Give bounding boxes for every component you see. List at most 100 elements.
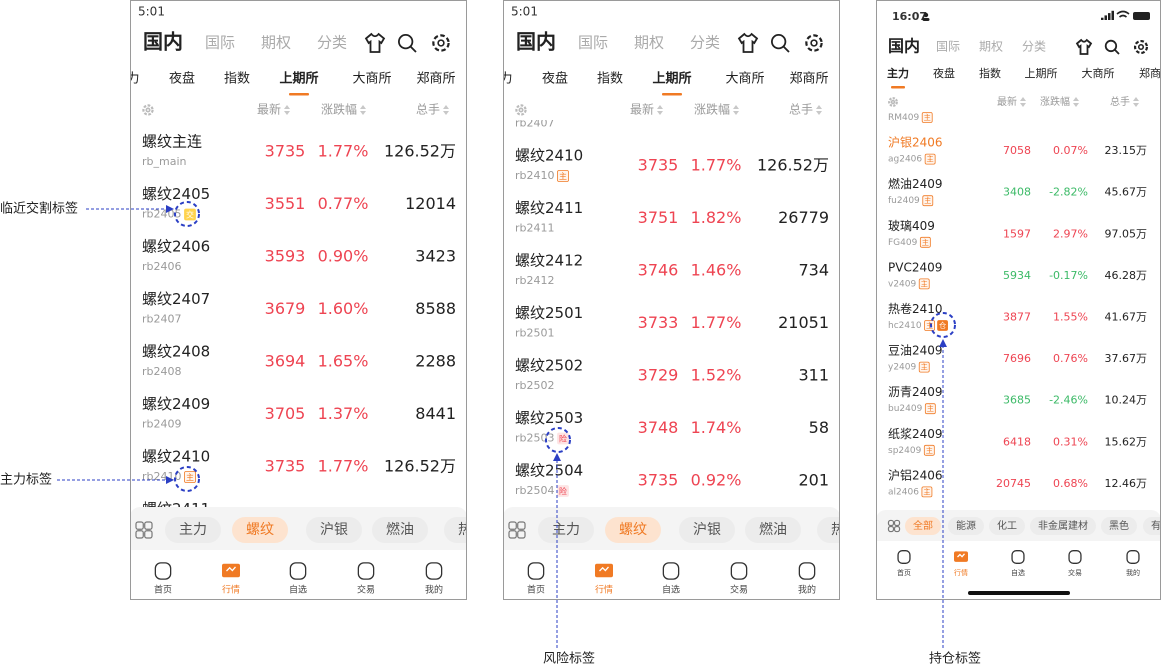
column-header[interactable]: 涨跌幅 xyxy=(694,102,730,117)
chip-label[interactable]: 有 xyxy=(1151,519,1161,532)
contract-name[interactable]: 螺纹2411 xyxy=(515,199,583,217)
search-icon[interactable] xyxy=(1104,39,1118,53)
chip[interactable] xyxy=(165,517,221,543)
contract-name[interactable]: 螺纹2504 xyxy=(515,462,583,480)
contract-name[interactable]: 螺纹2411 xyxy=(142,500,210,518)
chip[interactable] xyxy=(1030,517,1096,535)
settings-icon[interactable] xyxy=(888,97,898,107)
column-header[interactable]: 总手 xyxy=(1110,95,1130,108)
nav-label[interactable]: 交易 xyxy=(730,584,748,596)
nav-label[interactable]: 我的 xyxy=(798,584,816,596)
contract-name[interactable]: 豆油2409 xyxy=(888,344,943,358)
chip-label[interactable]: 沪银 xyxy=(693,522,721,538)
shirt-icon[interactable] xyxy=(1075,38,1093,55)
nav-label[interactable]: 首页 xyxy=(154,584,172,596)
sub-tab[interactable]: 夜盘 xyxy=(933,66,955,80)
chip[interactable] xyxy=(605,517,661,543)
chip-label[interactable]: 沪银 xyxy=(320,522,348,538)
grid-icon[interactable] xyxy=(517,530,526,539)
chip[interactable] xyxy=(1143,517,1162,535)
sub-tab[interactable]: 指数 xyxy=(597,72,623,87)
grid-icon[interactable] xyxy=(135,521,144,530)
top-tab[interactable]: 期权 xyxy=(634,34,664,52)
column-header[interactable]: 总手 xyxy=(789,103,813,117)
sub-tab[interactable]: 夜盘 xyxy=(542,71,568,87)
grid-icon[interactable] xyxy=(887,525,895,533)
nav-icon[interactable] xyxy=(1068,550,1082,564)
chip-label[interactable]: 主力 xyxy=(552,522,580,538)
sub-tab[interactable]: 上期所 xyxy=(652,71,691,87)
chip-label[interactable]: 热卷 xyxy=(831,522,859,538)
sub-tab[interactable]: 郑商 xyxy=(1139,66,1161,80)
top-tab[interactable]: 国际 xyxy=(205,34,235,52)
contract-name[interactable]: 螺纹2502 xyxy=(515,357,583,375)
top-tab[interactable]: 期权 xyxy=(979,40,1003,54)
nav-icon[interactable] xyxy=(222,563,240,578)
search-icon[interactable] xyxy=(771,34,787,50)
top-tab[interactable]: 国内 xyxy=(143,30,183,54)
chip[interactable] xyxy=(905,517,941,535)
chip-label[interactable]: 非金属建材 xyxy=(1038,519,1088,532)
chip[interactable] xyxy=(372,517,428,543)
nav-label[interactable]: 首页 xyxy=(897,568,911,577)
chip[interactable] xyxy=(444,517,500,543)
chip-label[interactable]: 螺纹 xyxy=(619,522,647,538)
shirt-icon[interactable] xyxy=(364,32,386,53)
nav-label[interactable]: 行情 xyxy=(222,584,240,596)
nav-label[interactable]: 自选 xyxy=(662,584,680,596)
grid-icon[interactable] xyxy=(893,519,901,527)
grid-icon[interactable] xyxy=(893,525,901,533)
nav-icon[interactable] xyxy=(798,562,816,580)
chip-label[interactable]: 能源 xyxy=(956,519,976,532)
contract-name[interactable]: 螺纹2406 xyxy=(142,238,210,256)
top-tab[interactable]: 分类 xyxy=(317,34,347,52)
settings-icon[interactable] xyxy=(432,34,450,52)
grid-icon[interactable] xyxy=(887,519,895,527)
nav-label[interactable]: 交易 xyxy=(1068,568,1082,577)
contract-name[interactable]: 纸浆2409 xyxy=(888,426,943,441)
grid-icon[interactable] xyxy=(135,530,144,539)
contract-name[interactable]: 螺纹2405 xyxy=(142,185,210,203)
column-header[interactable]: 总手 xyxy=(416,103,440,117)
grid-icon[interactable] xyxy=(508,530,517,539)
sub-tab[interactable]: 上期所 xyxy=(1025,67,1058,80)
chip[interactable] xyxy=(679,517,735,543)
sub-tab[interactable]: 上期所 xyxy=(279,71,318,87)
sub-tab[interactable]: 力 xyxy=(126,72,140,87)
sub-tab[interactable]: 主力 xyxy=(887,66,909,80)
contract-name[interactable]: 燃油2409 xyxy=(888,176,943,191)
nav-label[interactable]: 交易 xyxy=(357,584,375,596)
top-tab[interactable]: 国际 xyxy=(936,40,960,54)
chip[interactable] xyxy=(948,517,984,535)
nav-icon[interactable] xyxy=(1011,550,1025,564)
nav-icon[interactable] xyxy=(595,563,613,578)
chip-label[interactable]: 热卷 xyxy=(458,522,486,538)
sub-tab[interactable]: 指数 xyxy=(224,72,250,87)
settings-icon[interactable] xyxy=(1133,39,1149,55)
contract-name[interactable]: 螺纹2408 xyxy=(142,343,210,361)
chip[interactable] xyxy=(1101,517,1137,535)
nav-label[interactable]: 自选 xyxy=(1011,568,1025,577)
chip-label[interactable]: 全部 xyxy=(913,519,933,532)
nav-label[interactable]: 自选 xyxy=(289,584,307,596)
chip-label[interactable]: 螺纹 xyxy=(246,522,274,538)
contract-name[interactable]: PVC2409 xyxy=(888,260,942,274)
chip[interactable] xyxy=(538,517,594,543)
chip[interactable] xyxy=(817,517,873,543)
chip-label[interactable]: 燃油 xyxy=(386,521,414,538)
grid-icon[interactable] xyxy=(517,521,526,530)
chip[interactable] xyxy=(989,517,1025,535)
contract-name[interactable]: 热卷2410 xyxy=(888,301,943,316)
sub-tab[interactable]: 郑商所 xyxy=(789,72,828,87)
contract-name[interactable]: 螺纹2407 xyxy=(142,290,210,308)
settings-icon[interactable] xyxy=(515,104,527,116)
chip-label[interactable]: 燃油 xyxy=(759,521,787,538)
top-tab[interactable]: 国内 xyxy=(516,30,556,54)
settings-icon[interactable] xyxy=(142,104,154,116)
nav-icon[interactable] xyxy=(154,562,172,580)
column-header[interactable]: 最新 xyxy=(257,102,281,117)
top-tab[interactable]: 分类 xyxy=(690,34,720,52)
chip[interactable] xyxy=(306,517,362,543)
grid-icon[interactable] xyxy=(508,521,517,530)
chip-label[interactable]: 黑色 xyxy=(1109,519,1129,532)
